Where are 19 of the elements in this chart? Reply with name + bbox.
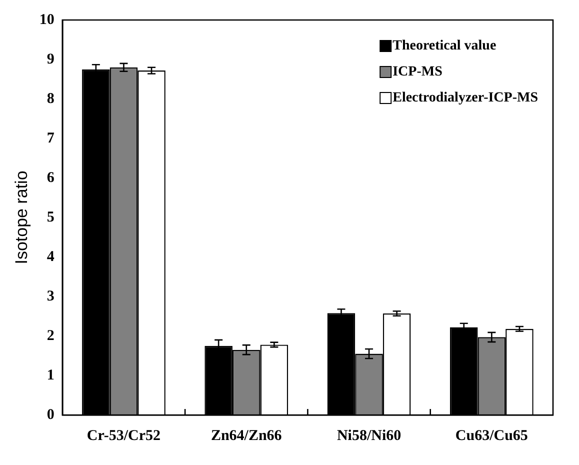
x-tick-label: Cr-53/Cr52 [86,428,161,444]
y-axis-title: Isotope ratio [12,170,31,264]
y-tick-label: 10 [39,12,54,28]
y-tick-label: 6 [46,170,55,186]
x-tick-label: Cu63/Cu65 [455,428,528,444]
legend-label: ICP-MS [392,64,443,80]
y-tick-label: 0 [46,406,54,423]
legend-label: Electrodialyzer-ICP-MS [392,90,538,106]
y-tick-label: 9 [46,51,54,68]
y-tick-label: 3 [46,288,54,304]
legend-label: Theoretical value [392,38,496,54]
y-tick-label: 4 [46,248,55,265]
y-tick-label: 1 [46,367,54,384]
y-tick-label: 5 [46,209,54,226]
y-tick-label: 2 [46,328,54,344]
y-tick-label: 7 [46,130,55,146]
y-tick-label: 8 [46,90,54,107]
x-tick-label: Zn64/Zn66 [210,428,282,444]
x-tick-label: Ni58/Ni60 [336,428,402,444]
